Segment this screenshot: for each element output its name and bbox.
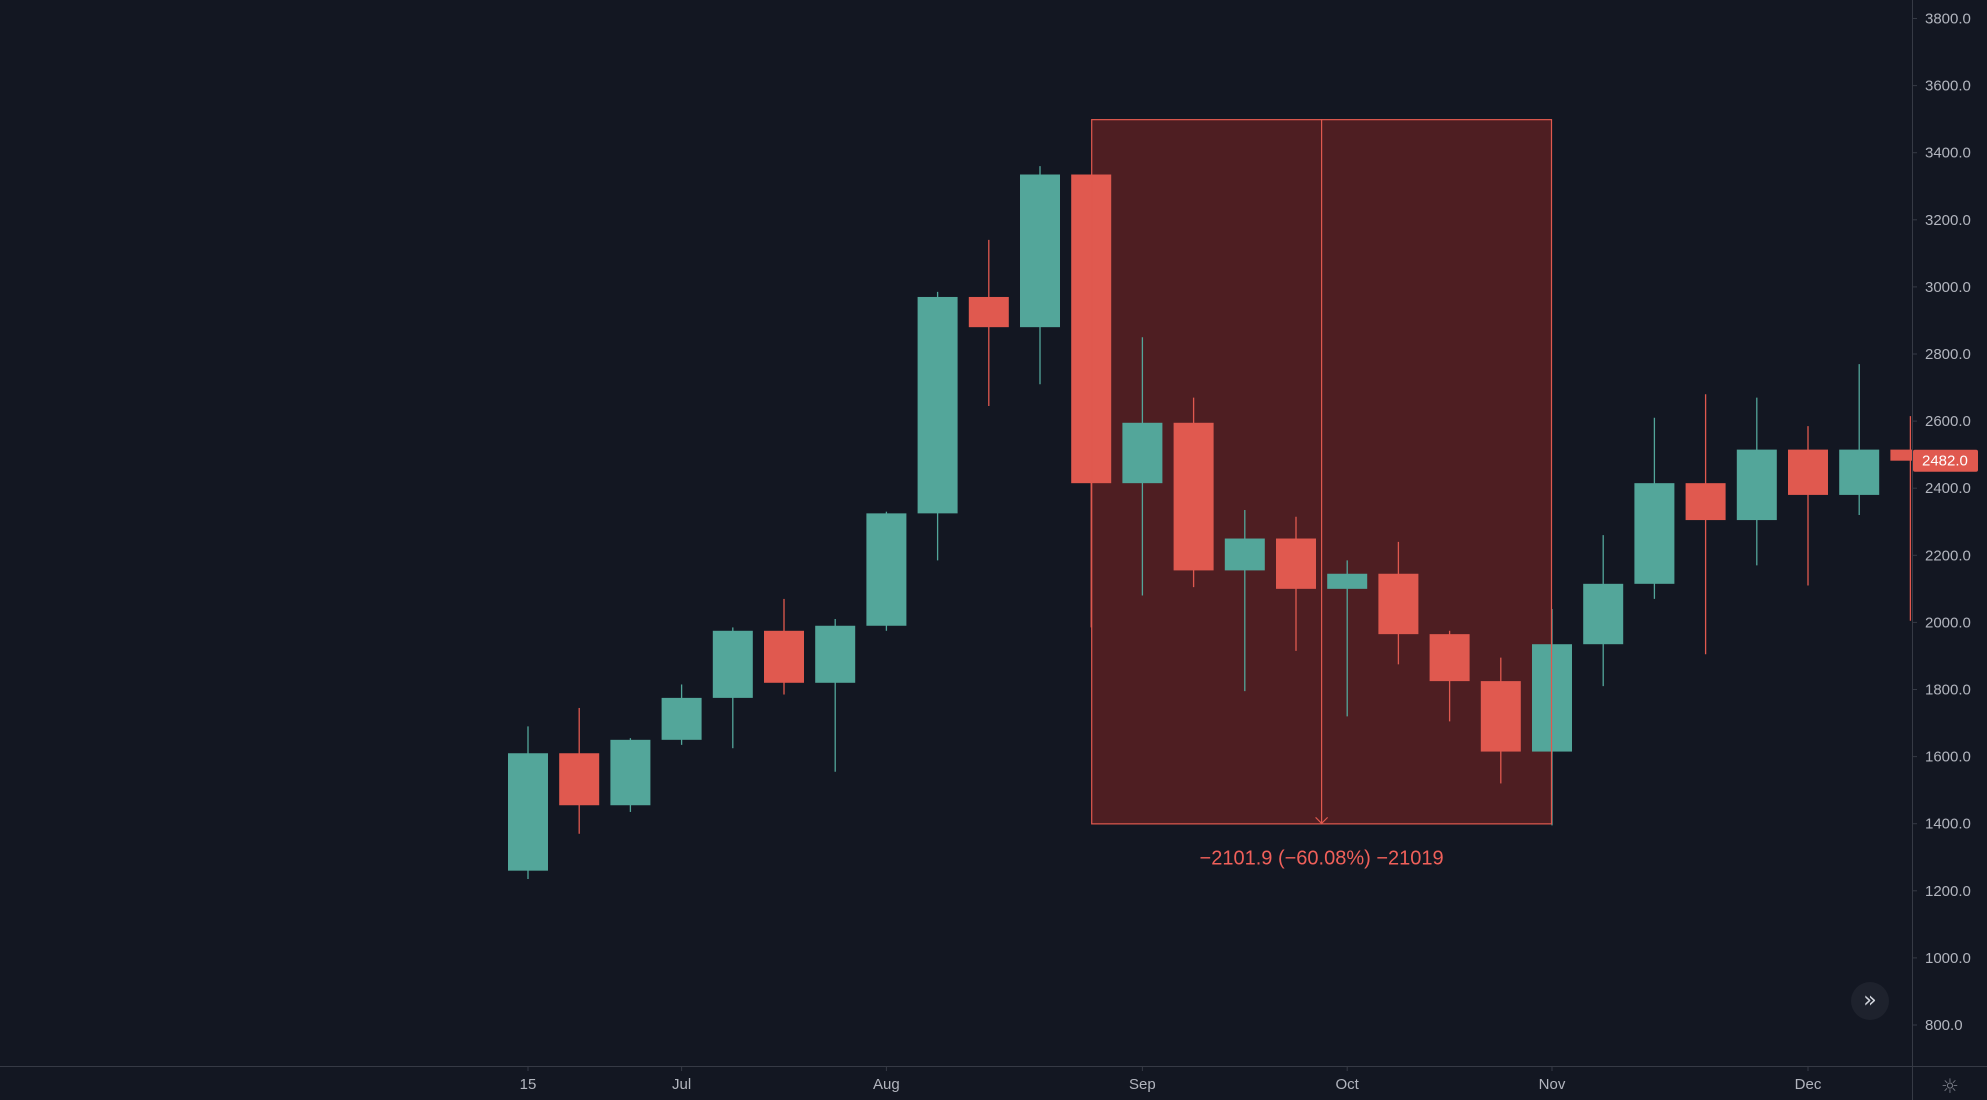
time-tick-label: Dec — [1795, 1076, 1822, 1093]
candle[interactable] — [1173, 397, 1214, 588]
time-axis[interactable]: 15 Jul Aug Sep Oct Nov Dec — [0, 1066, 1987, 1093]
candle[interactable] — [1839, 364, 1880, 516]
candle-body — [1890, 449, 1913, 461]
candle-body — [1788, 449, 1828, 495]
candle[interactable] — [559, 707, 600, 834]
candle-body — [968, 296, 1009, 328]
candle[interactable] — [1276, 516, 1316, 651]
candle-body — [1378, 573, 1419, 635]
candle[interactable] — [917, 291, 958, 561]
candle[interactable] — [1890, 416, 1913, 621]
candle-body — [1224, 538, 1265, 571]
price-tick-label: 1800.0 — [1925, 682, 1971, 699]
price-tick-label: 1400.0 — [1925, 816, 1971, 833]
candle[interactable] — [764, 598, 804, 695]
candle-body — [1685, 483, 1726, 521]
gear-icon: ☼ — [1941, 1074, 1959, 1098]
candle-body — [917, 296, 958, 514]
time-tick-label: Sep — [1129, 1076, 1156, 1093]
time-tick-label: 15 — [520, 1076, 537, 1093]
price-tick-label: 3600.0 — [1925, 78, 1971, 95]
price-tick-label: 3800.0 — [1925, 11, 1971, 28]
measurement-label: −2101.9 (−60.08%) −21019 — [1200, 847, 1444, 869]
candle[interactable] — [1788, 426, 1828, 586]
candle[interactable] — [712, 627, 753, 749]
double-chevron-right-icon: » — [1863, 988, 1877, 1013]
time-tick-label: Nov — [1539, 1076, 1566, 1093]
price-tick-label: 2000.0 — [1925, 614, 1971, 631]
candle[interactable] — [1020, 166, 1060, 385]
time-tick-label: Aug — [873, 1076, 900, 1093]
price-tick-label: 800.0 — [1925, 1017, 1963, 1034]
candle[interactable] — [508, 726, 548, 880]
candle-body — [866, 513, 907, 626]
candles — [508, 166, 1913, 880]
measurement-overlay — [1091, 119, 1553, 825]
price-tick-label: 2200.0 — [1925, 547, 1971, 564]
price-tick-label: 2400.0 — [1925, 480, 1971, 497]
candle[interactable] — [1480, 657, 1521, 784]
price-tick-label: 1600.0 — [1925, 749, 1971, 766]
price-axis[interactable]: 800.0 1000.0 1200.0 1400.0 1600.0 1800.0 2000.… — [1912, 0, 1978, 1100]
candle-body — [1634, 483, 1675, 584]
last-price-tag-bg — [1913, 449, 1978, 472]
candle[interactable] — [1634, 417, 1675, 599]
candle-body — [1020, 174, 1060, 328]
measurement-arrow-head — [1315, 816, 1329, 825]
candle-body — [1480, 681, 1521, 752]
time-tick-label: Jul — [672, 1076, 691, 1093]
price-tick-label: 2600.0 — [1925, 413, 1971, 430]
candle[interactable] — [968, 239, 1009, 407]
candle[interactable] — [661, 684, 702, 745]
candle-body — [1736, 449, 1777, 521]
price-tick-label: 1200.0 — [1925, 883, 1971, 900]
time-tick-label: Oct — [1336, 1076, 1360, 1093]
candle[interactable] — [1224, 510, 1265, 692]
candle-body — [508, 753, 548, 871]
candle-body — [661, 697, 702, 740]
candle-body — [1276, 538, 1316, 589]
candle[interactable] — [1736, 397, 1777, 566]
candle-body — [1429, 634, 1470, 682]
candle[interactable] — [815, 619, 856, 772]
candle-body — [610, 739, 651, 806]
candle[interactable] — [1685, 394, 1726, 655]
last-price-tag: 2482.0 — [1913, 449, 1978, 472]
price-tick-label: 3200.0 — [1925, 212, 1971, 229]
price-tick-label: 2800.0 — [1925, 346, 1971, 363]
candle[interactable] — [1122, 337, 1163, 596]
price-tick-label: 3000.0 — [1925, 279, 1971, 296]
chart-settings-button[interactable]: ☼ — [1938, 1074, 1962, 1098]
candle-body — [712, 630, 753, 698]
candle-body — [1583, 583, 1624, 645]
candle[interactable] — [1327, 560, 1368, 717]
price-tick-label: 1000.0 — [1925, 950, 1971, 967]
candle[interactable] — [1583, 535, 1624, 687]
candle[interactable] — [866, 511, 907, 631]
candle-body — [1122, 422, 1163, 484]
candle[interactable] — [1429, 630, 1470, 722]
candle-body — [1839, 449, 1880, 495]
scroll-to-realtime-button[interactable]: » — [1851, 982, 1889, 1020]
candle-body — [764, 630, 804, 683]
candle-body — [559, 753, 600, 806]
last-price-label: 2482.0 — [1922, 453, 1968, 470]
candle-body — [1327, 573, 1368, 589]
candle[interactable] — [610, 738, 651, 812]
candle[interactable] — [1378, 541, 1419, 665]
price-tick-label: 3400.0 — [1925, 145, 1971, 162]
candle-body — [815, 625, 856, 683]
candle-body — [1173, 422, 1214, 571]
